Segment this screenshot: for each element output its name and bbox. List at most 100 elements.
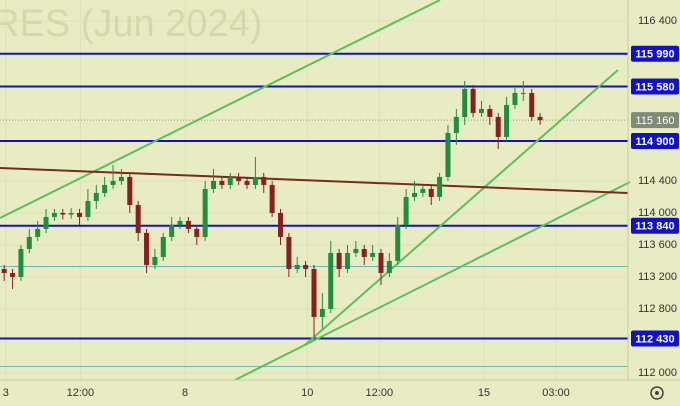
candle-body: [437, 176, 443, 197]
candle-body: [403, 196, 409, 225]
candle-body: [411, 192, 417, 197]
level-badge: [631, 45, 679, 62]
candle-body: [395, 224, 401, 261]
candle-body: [286, 236, 292, 269]
candle-body: [68, 212, 74, 215]
candle-body: [353, 248, 359, 253]
last-price-badge: [631, 112, 679, 129]
level-badge: [631, 78, 679, 95]
candle-body: [487, 108, 493, 117]
candle-body: [370, 252, 376, 257]
candle-body: [328, 252, 334, 309]
candle-body: [244, 180, 250, 185]
y-tick-label: 114 000: [638, 207, 677, 219]
candle-body: [152, 256, 158, 265]
candle-body: [185, 220, 191, 229]
candle-body: [202, 188, 208, 237]
candle-body: [60, 212, 66, 215]
candle-body: [453, 116, 459, 133]
settings-icon-ring[interactable]: [650, 386, 664, 400]
trend-line: [234, 181, 631, 381]
candle-body: [10, 272, 16, 277]
candle-body: [303, 264, 309, 269]
candle-body: [51, 212, 57, 217]
y-tick-label: 112 800: [638, 303, 677, 315]
candle-body: [512, 92, 518, 105]
y-tick-label: 114 400: [638, 175, 677, 187]
y-tick-label: 113 200: [638, 271, 677, 283]
trend-line: [0, 167, 629, 194]
axis: 116 400 114 400 114 000 113 600 113 200 112 8…: [3, 15, 679, 399]
x-tick-label: 12:00: [366, 387, 394, 399]
candles: [1, 80, 543, 337]
candle-body: [169, 224, 175, 237]
candle-body: [428, 188, 434, 197]
candle-body: [269, 184, 275, 213]
x-tick-label: 3: [3, 387, 9, 399]
candle-body: [470, 88, 476, 113]
x-tick-label: 03:00: [542, 387, 570, 399]
candle-body: [344, 252, 350, 269]
trend-line: [304, 69, 619, 346]
x-tick-label: 15: [478, 387, 490, 399]
candle-body: [177, 220, 183, 225]
candle-body: [102, 184, 108, 193]
candle-body: [278, 212, 284, 237]
candle-body: [127, 176, 133, 205]
level-label: 115 580: [635, 81, 674, 93]
settings-icon[interactable]: [650, 386, 664, 400]
candle-body: [361, 248, 367, 257]
candle-body: [144, 232, 150, 265]
candle-body: [35, 228, 41, 237]
level-label: 112 430: [635, 333, 674, 345]
x-tick-label: 12:00: [67, 387, 95, 399]
level-badge: [631, 330, 679, 347]
candle-body: [378, 252, 384, 273]
candle-body: [529, 92, 535, 117]
candle-body: [26, 236, 32, 249]
level-label: 115 990: [635, 49, 674, 61]
candle-body: [462, 88, 468, 117]
last-price-label: 115 160: [636, 115, 675, 127]
candle-body: [336, 252, 342, 269]
candle-body: [93, 192, 99, 201]
candle-body: [118, 176, 124, 181]
candle-body: [135, 204, 141, 233]
candle-body: [261, 176, 267, 185]
levels: [0, 52, 628, 368]
candle-body: [211, 180, 217, 189]
candle-body: [110, 180, 116, 185]
candle-body: [43, 216, 49, 229]
candle-body: [294, 264, 300, 269]
candle-body: [77, 212, 83, 217]
candle-body: [219, 180, 225, 185]
level-badge: [631, 132, 679, 149]
candle-body: [194, 228, 200, 237]
candle-body: [311, 268, 317, 317]
level-label: 113 840: [635, 221, 674, 233]
candle-body: [520, 92, 526, 94]
candle-body: [1, 268, 7, 273]
y-tick-label: 113 600: [638, 239, 677, 251]
candle-body: [504, 104, 510, 137]
x-tick-label: 8: [182, 387, 188, 399]
trend-line: [0, 0, 441, 219]
x-tick-label: 10: [301, 387, 313, 399]
candle-body: [420, 188, 426, 193]
candle-body: [160, 236, 166, 257]
candle-body: [319, 308, 325, 317]
candle-body: [85, 200, 91, 217]
candle-body: [18, 248, 24, 277]
candle-body: [478, 108, 484, 113]
settings-icon-center[interactable]: [655, 391, 659, 395]
candle-body: [236, 176, 242, 181]
level-label: 114 900: [635, 136, 674, 148]
candle-body: [227, 176, 233, 185]
candle-body: [445, 132, 451, 177]
candle-body: [386, 260, 392, 273]
candle-body: [252, 176, 258, 185]
trend-lines: [0, 0, 631, 381]
y-tick-label: 112 000: [638, 367, 677, 379]
